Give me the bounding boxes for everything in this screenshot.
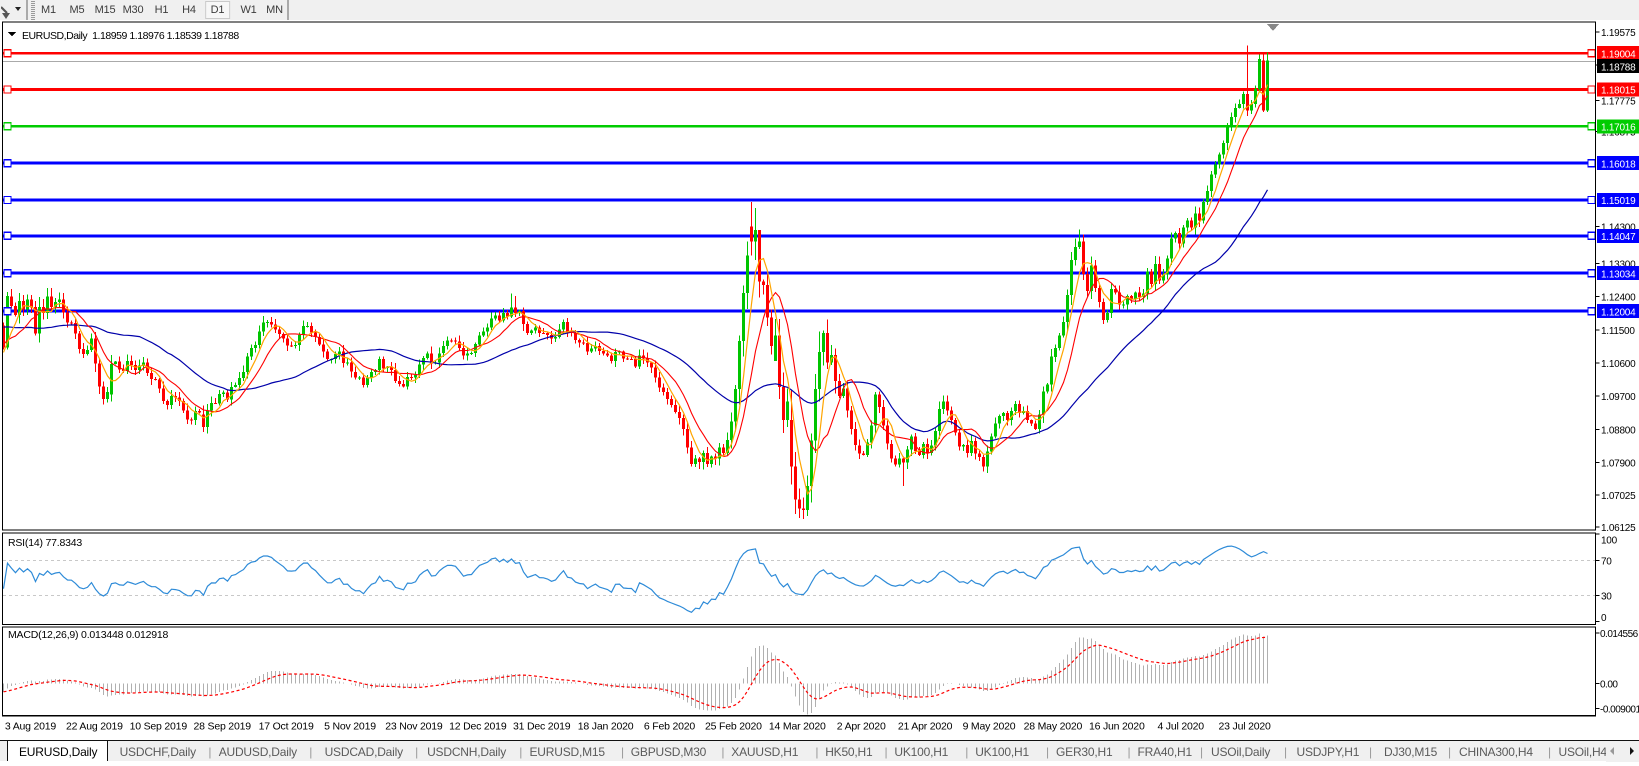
svg-text:1.06125: 1.06125 xyxy=(1601,523,1636,534)
svg-text:1.14300: 1.14300 xyxy=(1601,223,1636,234)
svg-text:9 May 2020: 9 May 2020 xyxy=(963,721,1016,733)
svg-text:6 Feb 2020: 6 Feb 2020 xyxy=(644,721,695,733)
svg-text:1.19575: 1.19575 xyxy=(1601,28,1636,39)
svg-text:18 Jan 2020: 18 Jan 2020 xyxy=(578,721,634,733)
svg-text:1.15019: 1.15019 xyxy=(1601,196,1636,207)
svg-text:12 Dec 2019: 12 Dec 2019 xyxy=(449,721,507,733)
svg-text:21 Apr 2020: 21 Apr 2020 xyxy=(898,721,953,733)
svg-text:23 Nov 2019: 23 Nov 2019 xyxy=(385,721,443,733)
svg-text:0: 0 xyxy=(1601,613,1607,624)
svg-text:10 Sep 2019: 10 Sep 2019 xyxy=(130,721,188,733)
svg-text:28 Sep 2019: 28 Sep 2019 xyxy=(194,721,252,733)
svg-text:17 Oct 2019: 17 Oct 2019 xyxy=(259,721,314,733)
svg-text:0.014556: 0.014556 xyxy=(1600,629,1639,640)
svg-text:1.18788: 1.18788 xyxy=(1601,62,1636,73)
svg-text:EURUSD,Daily 1.18959 1.18976: EURUSD,Daily 1.18959 1.18976 1.18539 1.1… xyxy=(22,30,239,42)
svg-text:22 Aug 2019: 22 Aug 2019 xyxy=(66,721,123,733)
svg-text:1.13300: 1.13300 xyxy=(1601,259,1636,270)
svg-text:28 May 2020: 28 May 2020 xyxy=(1024,721,1083,733)
svg-text:RSI(14) 77.8343: RSI(14) 77.8343 xyxy=(8,537,82,549)
svg-text:14 Mar 2020: 14 Mar 2020 xyxy=(769,721,826,733)
svg-text:23 Jul 2020: 23 Jul 2020 xyxy=(1219,721,1271,733)
svg-text:3 Aug 2019: 3 Aug 2019 xyxy=(5,721,56,733)
svg-text:1.07900: 1.07900 xyxy=(1601,459,1636,470)
svg-text:1.11500: 1.11500 xyxy=(1601,326,1635,337)
svg-text:1.12004: 1.12004 xyxy=(1601,307,1636,318)
svg-text:0.00: 0.00 xyxy=(1600,680,1618,691)
svg-text:2 Apr 2020: 2 Apr 2020 xyxy=(837,721,886,733)
svg-text:1.19004: 1.19004 xyxy=(1601,49,1636,60)
svg-text:70: 70 xyxy=(1601,556,1612,567)
svg-text:1.07025: 1.07025 xyxy=(1601,491,1636,502)
svg-text:-0.009001: -0.009001 xyxy=(1600,704,1639,715)
svg-text:1.09700: 1.09700 xyxy=(1601,392,1636,403)
svg-text:30: 30 xyxy=(1601,591,1612,602)
svg-text:1.16018: 1.16018 xyxy=(1601,159,1636,170)
svg-text:1.17775: 1.17775 xyxy=(1601,97,1636,108)
svg-text:1.12400: 1.12400 xyxy=(1601,293,1636,304)
svg-text:31 Dec 2019: 31 Dec 2019 xyxy=(513,721,571,733)
svg-text:100: 100 xyxy=(1601,536,1618,547)
svg-text:4 Jul 2020: 4 Jul 2020 xyxy=(1157,721,1204,733)
svg-text:1.08800: 1.08800 xyxy=(1601,425,1636,436)
svg-text:25 Feb 2020: 25 Feb 2020 xyxy=(705,721,762,733)
svg-text:1.17016: 1.17016 xyxy=(1601,123,1636,134)
svg-text:5 Nov 2019: 5 Nov 2019 xyxy=(324,721,376,733)
svg-text:16 Jun 2020: 16 Jun 2020 xyxy=(1089,721,1145,733)
svg-text:1.18015: 1.18015 xyxy=(1601,86,1636,97)
svg-text:1.10600: 1.10600 xyxy=(1601,359,1636,370)
svg-text:1.13034: 1.13034 xyxy=(1601,269,1636,280)
svg-text:MACD(12,26,9) 0.013448 0.01291: MACD(12,26,9) 0.013448 0.012918 xyxy=(8,629,169,641)
svg-text:1.14047: 1.14047 xyxy=(1601,232,1636,243)
